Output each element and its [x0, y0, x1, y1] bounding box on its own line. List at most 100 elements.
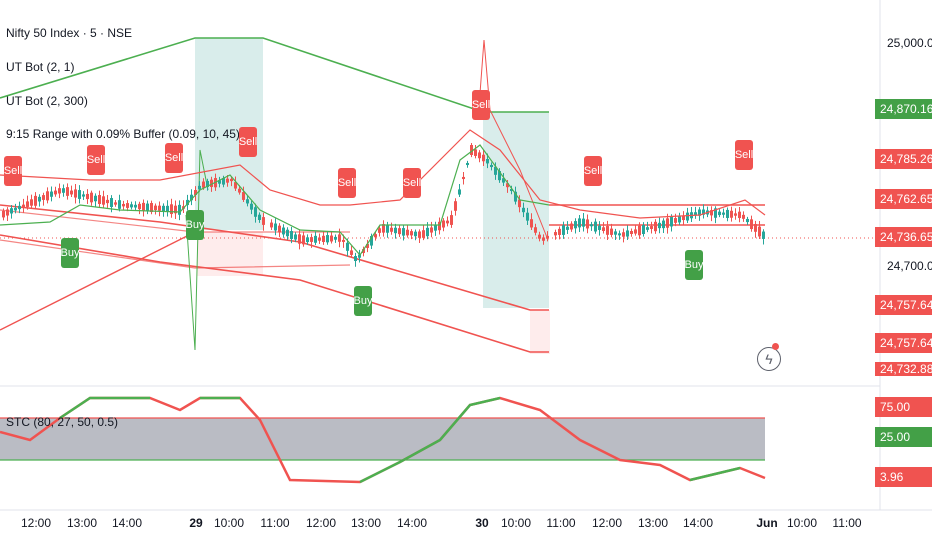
candle-body	[258, 214, 261, 220]
stc-line-green	[359, 396, 501, 484]
price-box: 24,785.26	[875, 149, 932, 169]
time-label: 11:00	[832, 516, 862, 530]
candle-body	[646, 227, 649, 230]
candle-body	[290, 231, 293, 239]
candle-body	[14, 207, 17, 211]
trend-line	[0, 37, 549, 113]
time-label: 11:00	[546, 516, 576, 530]
candle-body	[570, 223, 573, 230]
candle-body	[50, 191, 53, 197]
legend-range[interactable]: 9:15 Range with 0.09% Buffer (0.09, 10, …	[6, 127, 240, 141]
candle-body	[362, 249, 365, 254]
candle-body	[518, 199, 521, 208]
candle-body	[610, 228, 613, 235]
sell-signal: Sell	[403, 168, 421, 198]
time-label: 30	[475, 516, 489, 530]
candle-body	[582, 218, 585, 227]
candle-body	[650, 226, 653, 229]
candle-body	[514, 191, 517, 202]
candle-body	[654, 221, 657, 232]
candle-body	[418, 231, 421, 238]
candle-body	[446, 220, 449, 224]
candle-body	[438, 221, 441, 231]
candle-body	[254, 207, 257, 217]
time-label: 13:00	[637, 516, 669, 530]
candle-body	[346, 242, 349, 251]
candle-body	[30, 199, 33, 206]
channel-line	[0, 234, 549, 353]
candle-body	[626, 230, 629, 237]
sell-signal: Sell	[338, 168, 356, 198]
legend-ut-bot-2[interactable]: UT Bot (2, 300)	[6, 94, 88, 108]
candle-body	[350, 250, 353, 255]
candle-body	[194, 190, 197, 195]
candle-body	[18, 205, 21, 210]
ut-bot-line	[0, 129, 766, 219]
candle-body	[10, 208, 13, 214]
candle-body	[458, 189, 461, 195]
buy-signal: Buy	[685, 250, 703, 280]
candle-body	[762, 231, 765, 239]
channel-line	[0, 231, 196, 331]
candle-body	[74, 189, 77, 198]
lightning-icon[interactable]: ϟ	[757, 347, 781, 371]
price-box: 24,736.65	[875, 227, 932, 247]
price-tick: 25,000.00	[887, 36, 932, 50]
candle-body	[566, 226, 569, 230]
symbol-legend[interactable]: Nifty 50 Index · 5 · NSE	[6, 26, 133, 40]
candle-body	[126, 203, 129, 208]
sell-signal: Sell	[165, 143, 183, 173]
candle-body	[510, 188, 513, 192]
candle-body	[330, 235, 333, 242]
candle-body	[666, 218, 669, 228]
time-label: 14:00	[396, 516, 428, 530]
candle-body	[22, 204, 25, 208]
candle-body	[682, 215, 685, 221]
legend-ut-bot-1[interactable]: UT Bot (2, 1)	[6, 60, 75, 74]
candle-body	[530, 219, 533, 228]
range-zone	[483, 112, 549, 308]
candle-body	[394, 227, 397, 234]
sell-signal: Sell	[735, 140, 753, 170]
candle-body	[534, 227, 537, 233]
sell-signal: Sell	[472, 90, 490, 120]
candle-body	[218, 180, 221, 184]
sell-signal: Sell	[87, 145, 105, 175]
candle-body	[698, 209, 701, 216]
candle-body	[746, 218, 749, 223]
candle-body	[390, 227, 393, 232]
candle-body	[450, 215, 453, 225]
candle-body	[322, 235, 325, 242]
range-zone-red	[530, 310, 550, 354]
candle-body	[694, 212, 697, 216]
candle-body	[498, 171, 501, 181]
candle-body	[82, 194, 85, 197]
candle-body	[546, 235, 549, 239]
candle-body	[714, 208, 717, 218]
candle-body	[154, 205, 157, 211]
candle-body	[62, 188, 65, 193]
candle-body	[230, 178, 233, 182]
candle-body	[734, 213, 737, 216]
candle-body	[602, 227, 605, 231]
time-label: Jun	[756, 516, 778, 530]
candle-body	[426, 227, 429, 237]
candle-body	[554, 232, 557, 236]
candle-body	[658, 222, 661, 229]
candle-body	[150, 202, 153, 213]
candle-body	[186, 199, 189, 206]
candle-body	[354, 256, 357, 262]
candle-body	[122, 203, 125, 207]
candle-body	[442, 220, 445, 228]
legend-stc[interactable]: STC (80, 27, 50, 0.5)	[6, 415, 119, 429]
candle-body	[574, 221, 577, 229]
candle-body	[430, 227, 433, 233]
candle-body	[374, 234, 377, 238]
candle-body	[26, 201, 29, 207]
candle-body	[634, 229, 637, 234]
candle-body	[342, 239, 345, 242]
candle-body	[174, 205, 177, 214]
candle-body	[6, 209, 9, 216]
